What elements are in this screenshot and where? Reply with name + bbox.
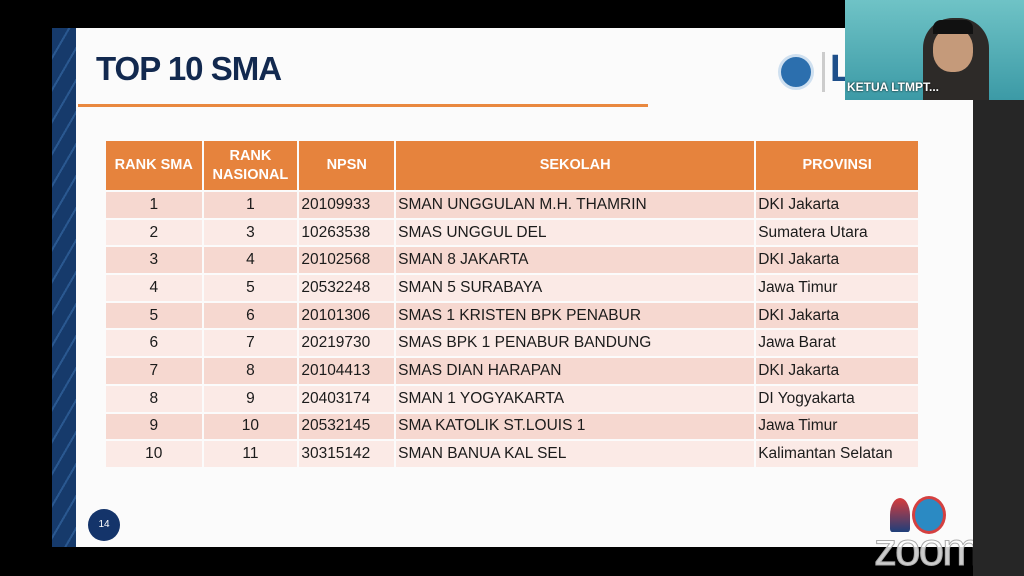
table-cell: 10 xyxy=(104,439,204,469)
table-cell: 5 xyxy=(201,273,300,303)
table-cell: 3 xyxy=(201,217,300,248)
column-header: PROVINSI xyxy=(754,139,920,192)
page-number-badge: 14 xyxy=(88,509,120,541)
table-header-row: RANK SMA RANK NASIONAL NPSN SEKOLAH PROVINSI xyxy=(104,139,920,192)
side-panel xyxy=(973,100,1024,576)
table-cell: 5 xyxy=(104,300,204,331)
kemendikbud-logo xyxy=(778,54,814,90)
title-divider xyxy=(78,104,648,107)
table-cell: 9 xyxy=(201,383,300,414)
table-cell: SMAN 1 YOGYAKARTA xyxy=(394,383,757,414)
participant-name: KETUA LTMPT... xyxy=(847,80,939,94)
slide-title: TOP 10 SMA xyxy=(96,50,282,87)
table-row: 2 3 10263538 SMAS UNGGUL DEL Sumatera Utara xyxy=(104,217,920,248)
table-cell: SMAS 1 KRISTEN BPK PENABUR xyxy=(394,300,757,331)
table-cell: 2 xyxy=(104,217,204,248)
table-cell: DKI Jakarta xyxy=(754,300,920,331)
table-cell: 1 xyxy=(201,190,300,220)
table-row: 8 9 20403174 SMAN 1 YOGYAKARTA DI Yogyakarta xyxy=(104,383,920,414)
table-cell: 6 xyxy=(104,328,204,359)
table-cell: Jawa Barat xyxy=(754,328,920,359)
table-cell: DI Yogyakarta xyxy=(754,383,920,414)
table-row: 10 11 30315142 SMAN BANUA KAL SEL Kalimantan… xyxy=(104,439,920,469)
table-cell: 20109933 xyxy=(297,190,397,220)
table-cell: DKI Jakarta xyxy=(754,356,920,386)
table-cell: 7 xyxy=(201,328,300,359)
table-cell: 6 xyxy=(201,300,300,331)
column-header: RANK NASIONAL xyxy=(201,139,300,192)
column-header: SEKOLAH xyxy=(394,139,757,192)
table-cell: 20102568 xyxy=(297,245,397,276)
table-cell: 1 xyxy=(104,190,204,220)
table-cell: DKI Jakarta xyxy=(754,190,920,220)
logo-divider xyxy=(822,52,825,92)
zoom-watermark: zoom xyxy=(873,523,980,576)
emblem-logo-icon xyxy=(912,496,946,534)
table-cell: 11 xyxy=(201,439,300,469)
table-cell: 20403174 xyxy=(297,383,397,414)
table-cell: DKI Jakarta xyxy=(754,245,920,276)
table-cell: SMAN BANUA KAL SEL xyxy=(394,439,757,469)
table-row: 6 7 20219730 SMAS BPK 1 PENABUR BANDUNG Jawa… xyxy=(104,328,920,359)
table-cell: 8 xyxy=(201,356,300,386)
table-row: 9 10 20532145 SMA KATOLIK ST.LOUIS 1 Jawa Ti… xyxy=(104,411,920,442)
speaker-face xyxy=(933,28,973,72)
table-cell: 4 xyxy=(201,245,300,276)
table-cell: SMAS DIAN HARAPAN xyxy=(394,356,757,386)
column-header: NPSN xyxy=(297,139,397,192)
table-cell: 4 xyxy=(104,273,204,303)
table-cell: SMAS UNGGUL DEL xyxy=(394,217,757,248)
column-header: RANK SMA xyxy=(104,139,204,192)
slide-side-stripe xyxy=(52,28,76,547)
table-cell: 20104413 xyxy=(297,356,397,386)
table-cell: 30315142 xyxy=(297,439,397,469)
table-cell: Jawa Timur xyxy=(754,411,920,442)
table-cell: SMAN 8 JAKARTA xyxy=(394,245,757,276)
table-cell: 10 xyxy=(201,411,300,442)
table-cell: 20532145 xyxy=(297,411,397,442)
table-cell: 9 xyxy=(104,411,204,442)
table-cell: SMAN UNGGULAN M.H. THAMRIN xyxy=(394,190,757,220)
table-cell: Jawa Timur xyxy=(754,273,920,303)
flame-logo-icon xyxy=(890,498,910,532)
table-cell: 20219730 xyxy=(297,328,397,359)
table-cell: 10263538 xyxy=(297,217,397,248)
table-cell: SMAS BPK 1 PENABUR BANDUNG xyxy=(394,328,757,359)
ranking-table: RANK SMA RANK NASIONAL NPSN SEKOLAH PROVINSI… xyxy=(104,139,920,469)
table-row: 4 5 20532248 SMAN 5 SURABAYA Jawa Timur xyxy=(104,273,920,303)
table-cell: 20101306 xyxy=(297,300,397,331)
table-row: 7 8 20104413 SMAS DIAN HARAPAN DKI Jakarta xyxy=(104,356,920,386)
table-cell: 8 xyxy=(104,383,204,414)
table-row: 1 1 20109933 SMAN UNGGULAN M.H. THAMRIN DKI … xyxy=(104,190,920,220)
participant-video-thumbnail[interactable]: KETUA LTMPT... xyxy=(845,0,1024,100)
table-cell: 3 xyxy=(104,245,204,276)
table-cell: 7 xyxy=(104,356,204,386)
table-row: 5 6 20101306 SMAS 1 KRISTEN BPK PENABUR DKI … xyxy=(104,300,920,331)
shared-slide: TOP 10 SMA L RANK SMA RANK NASIONAL NPSN SE… xyxy=(52,28,981,576)
speaker-cap xyxy=(933,20,973,34)
table-cell: SMAN 5 SURABAYA xyxy=(394,273,757,303)
table-cell: Sumatera Utara xyxy=(754,217,920,248)
table-cell: 20532248 xyxy=(297,273,397,303)
table-cell: Kalimantan Selatan xyxy=(754,439,920,469)
table-cell: SMA KATOLIK ST.LOUIS 1 xyxy=(394,411,757,442)
table-row: 3 4 20102568 SMAN 8 JAKARTA DKI Jakarta xyxy=(104,245,920,276)
